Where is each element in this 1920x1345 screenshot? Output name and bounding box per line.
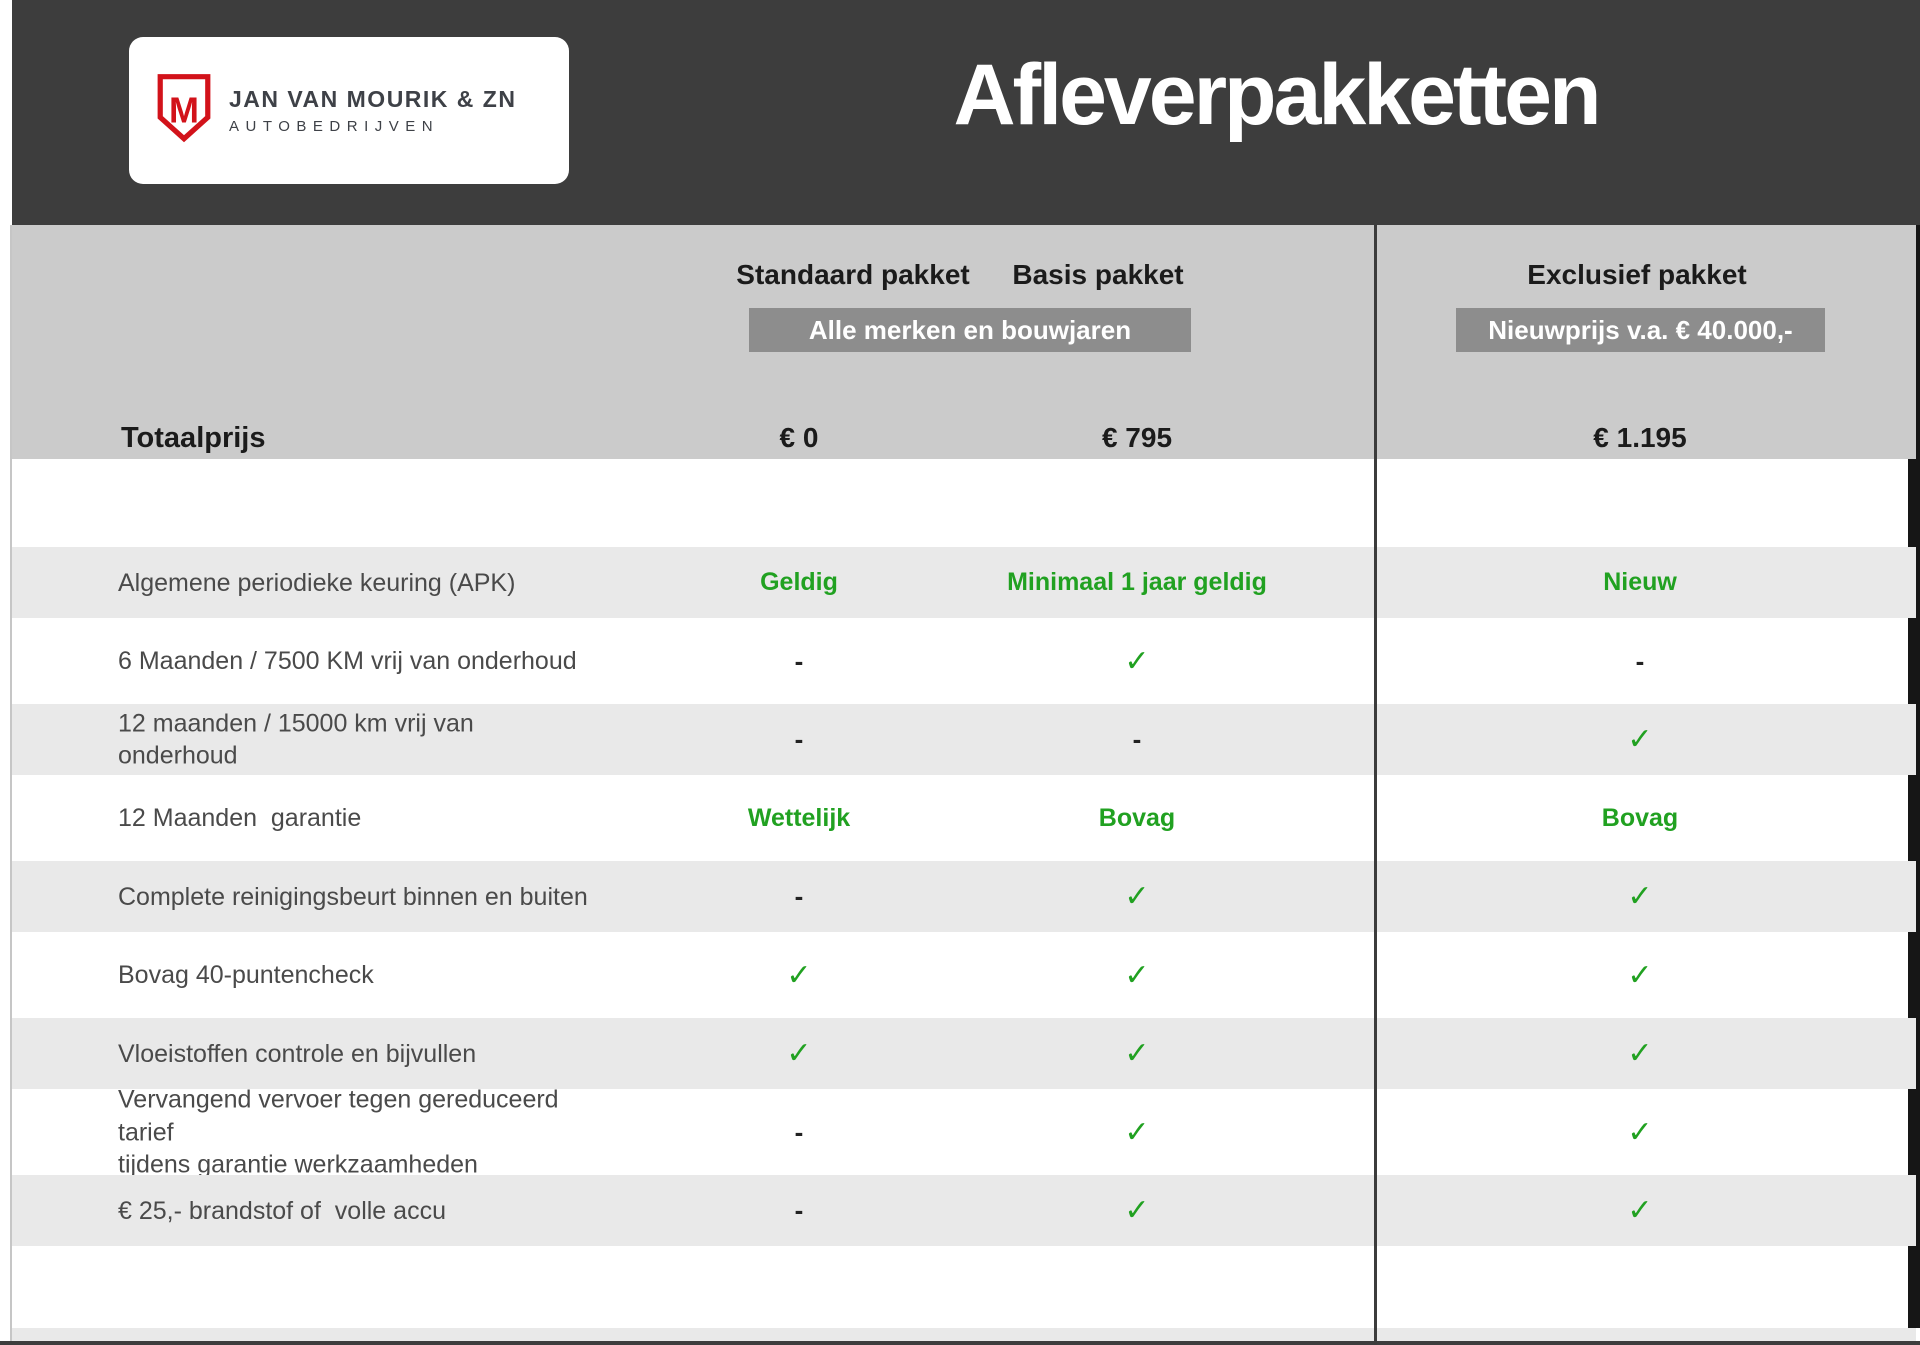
cell-exclusief: Nieuw	[1460, 547, 1820, 618]
cell-basis: ✓	[957, 1089, 1317, 1175]
check-icon: ✓	[1124, 958, 1150, 992]
cell-standaard: -	[619, 1175, 979, 1246]
cell-exclusief: Bovag	[1460, 775, 1820, 861]
dash-icon: -	[794, 724, 804, 754]
column-header-standaard: Standaard pakket	[736, 259, 970, 290]
badge-alle-merken: Alle merken en bouwjaren	[749, 308, 1191, 352]
check-icon: ✓	[1124, 1194, 1150, 1227]
check-icon: ✓	[786, 1037, 812, 1070]
dash-icon: -	[1635, 645, 1645, 676]
total-exclusief: € 1.195	[1593, 422, 1687, 453]
check-icon: ✓	[1627, 1115, 1653, 1149]
total-basis: € 795	[1101, 422, 1173, 453]
cell-basis: ✓	[957, 618, 1317, 704]
cell-standaard: -	[619, 1089, 979, 1175]
check-icon: ✓	[786, 958, 812, 992]
check-icon: ✓	[1124, 1037, 1150, 1070]
dash-icon: -	[794, 1195, 804, 1225]
cell-basis: ✓	[957, 1175, 1317, 1246]
cell-standaard: Wettelijk	[619, 775, 979, 861]
table-row: Vervangend vervoer tegen gereduceerd tar…	[10, 1085, 1916, 1178]
cell-basis: Bovag	[957, 775, 1317, 861]
feature-table: Algemene periodieke keuring (APK) Geldig…	[10, 547, 1916, 1246]
row-label: Complete reinigingsbeurt binnen en buite…	[118, 882, 588, 911]
cell-standaard: Geldig	[619, 547, 979, 618]
left-edge-line	[10, 225, 12, 1341]
cell-standaard: ✓	[619, 1018, 979, 1089]
cell-exclusief: ✓	[1460, 1089, 1820, 1175]
cell-exclusief: ✓	[1460, 704, 1820, 775]
check-icon: ✓	[1124, 880, 1150, 913]
table-row: Algemene periodieke keuring (APK) Geldig…	[10, 547, 1916, 618]
cell-exclusief: ✓	[1460, 1018, 1820, 1089]
table-row: Vloeistoffen controle en bijvullen ✓ ✓ ✓	[10, 1018, 1916, 1089]
check-icon: ✓	[1124, 1115, 1150, 1149]
check-icon: ✓	[1627, 1194, 1653, 1227]
value-text: Nieuw	[1603, 568, 1677, 596]
cell-basis: -	[957, 704, 1317, 775]
cell-exclusief: -	[1460, 618, 1820, 704]
brand-logo-card: M JAN VAN MOURIK & ZN AUTOBEDRIJVEN	[129, 37, 569, 184]
row-label: 12 Maanden garantie	[118, 803, 362, 832]
page-title: Afleverpakketten	[953, 47, 1601, 143]
table-row: Bovag 40-puntencheck ✓ ✓ ✓	[10, 932, 1916, 1018]
cell-basis: Minimaal 1 jaar geldig	[957, 547, 1317, 618]
totals-label: Totaalprijs	[121, 422, 266, 454]
dash-icon: -	[1132, 724, 1142, 754]
dash-icon: -	[794, 881, 804, 911]
row-label: Bovag 40-puntencheck	[118, 960, 374, 989]
column-header-exclusief: Exclusief pakket	[1527, 259, 1747, 290]
row-label: 6 Maanden / 7500 KM vrij van onderhoud	[118, 646, 577, 675]
cell-basis: ✓	[957, 932, 1317, 1018]
row-label: Algemene periodieke keuring (APK)	[118, 568, 516, 597]
bottom-dark-bar	[0, 1341, 1920, 1345]
exclusief-divider-line	[1374, 225, 1377, 1345]
value-text: Minimaal 1 jaar geldig	[1007, 568, 1267, 596]
table-row: 6 Maanden / 7500 KM vrij van onderhoud -…	[10, 618, 1916, 704]
row-label: Vervangend vervoer tegen gereduceerd tar…	[118, 1085, 559, 1179]
check-icon: ✓	[1627, 1037, 1653, 1070]
brand-subtitle: AUTOBEDRIJVEN	[229, 118, 440, 135]
brand-text: JAN VAN MOURIK & ZN AUTOBEDRIJVEN	[229, 86, 516, 135]
value-text: Bovag	[1601, 803, 1679, 832]
total-standaard: € 0	[779, 422, 819, 453]
row-label: 12 maanden / 15000 km vrij van onderhoud	[118, 709, 481, 770]
dash-icon: -	[794, 1116, 804, 1147]
cell-standaard: -	[619, 618, 979, 704]
column-header-basis: Basis pakket	[1012, 259, 1184, 290]
check-icon: ✓	[1124, 644, 1150, 678]
value-text: Wettelijk	[747, 803, 851, 832]
cell-exclusief: ✓	[1460, 1175, 1820, 1246]
bottom-gray-strip	[12, 1328, 1916, 1341]
row-label: € 25,- brandstof of volle accu	[118, 1196, 446, 1225]
cell-basis: ✓	[957, 1018, 1317, 1089]
table-row: 12 maanden / 15000 km vrij van onderhoud…	[10, 704, 1916, 775]
cell-exclusief: ✓	[1460, 861, 1820, 932]
cell-standaard: -	[619, 704, 979, 775]
dash-icon: -	[794, 645, 804, 676]
badge-nieuwprijs: Nieuwprijs v.a. € 40.000,-	[1456, 308, 1825, 352]
check-icon: ✓	[1627, 723, 1653, 756]
value-text: Geldig	[760, 568, 838, 596]
check-icon: ✓	[1627, 958, 1653, 992]
brand-shield-icon: M	[155, 72, 213, 149]
row-label: Vloeistoffen controle en bijvullen	[118, 1039, 477, 1068]
check-icon: ✓	[1627, 880, 1653, 913]
value-text: Bovag	[1098, 803, 1176, 832]
table-row: 12 Maanden garantie Wettelijk Bovag Bova…	[10, 775, 1916, 861]
totals-row: Totaalprijs € 0 € 795 € 1.195	[12, 413, 1916, 463]
brand-name: JAN VAN MOURIK & ZN	[229, 86, 517, 112]
cell-standaard: -	[619, 861, 979, 932]
cell-standaard: ✓	[619, 932, 979, 1018]
cell-exclusief: ✓	[1460, 932, 1820, 1018]
package-header-band: Standaard pakket Basis pakket Exclusief …	[12, 225, 1916, 459]
table-row: € 25,- brandstof of volle accu - ✓ ✓	[10, 1175, 1916, 1246]
cell-basis: ✓	[957, 861, 1317, 932]
table-row: Complete reinigingsbeurt binnen en buite…	[10, 861, 1916, 932]
svg-text:M: M	[169, 90, 199, 131]
header-bar: M JAN VAN MOURIK & ZN AUTOBEDRIJVEN Afle…	[12, 0, 1920, 225]
